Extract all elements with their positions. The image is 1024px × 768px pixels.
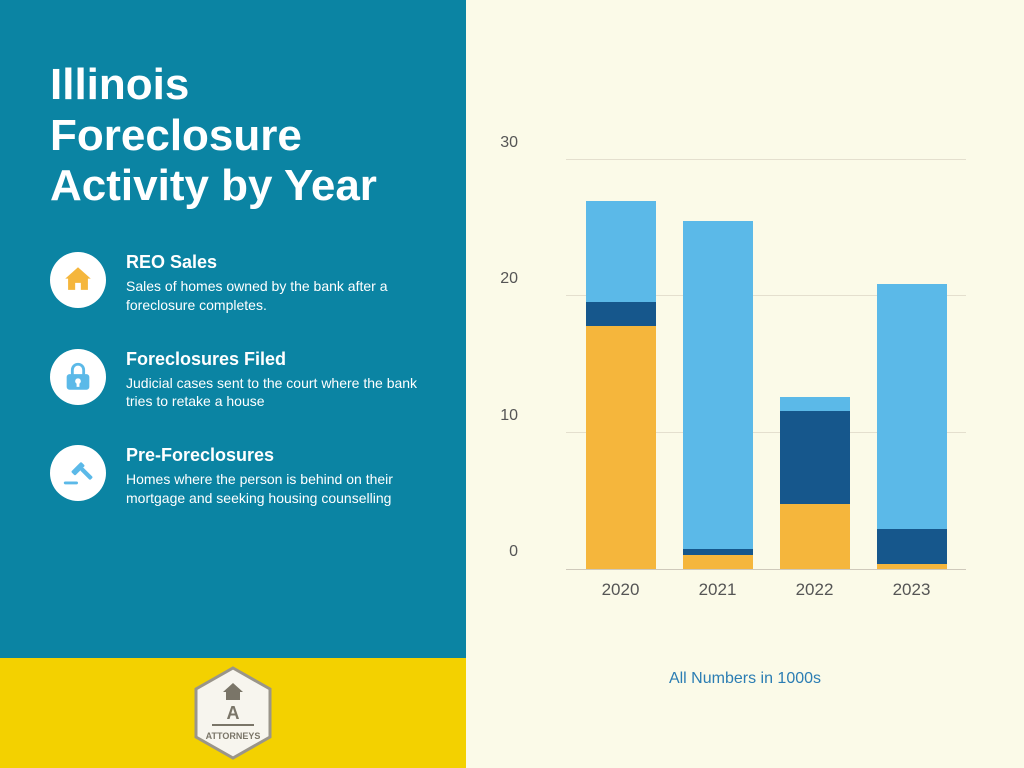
legend-item-filed: Foreclosures Filed Judicial cases sent t…: [50, 349, 426, 412]
svg-text:A: A: [227, 703, 240, 723]
chart-footnote: All Numbers in 1000s: [466, 670, 1024, 688]
house-icon: [50, 252, 106, 308]
chart-bar: [780, 397, 850, 569]
right-panel: 2020 2021 2022 2023 0 10 20 30 All Numbers in …: [466, 0, 1024, 768]
chart-plot-area: [566, 120, 966, 570]
legend-text: REO Sales Sales of homes owned by the ba…: [126, 252, 426, 315]
chart-ytick: 30: [486, 134, 518, 152]
legend-desc: Sales of homes owned by the bank after a…: [126, 277, 426, 315]
legend-item-pre: Pre-Foreclosures Homes where the person …: [50, 445, 426, 508]
chart-bar-segment: [586, 201, 656, 302]
gavel-icon: [50, 445, 106, 501]
legend-heading: Foreclosures Filed: [126, 349, 426, 370]
legend-heading: REO Sales: [126, 252, 426, 273]
legend-text: Pre-Foreclosures Homes where the person …: [126, 445, 426, 508]
chart-ytick: 20: [486, 270, 518, 288]
chart-bar: [877, 284, 947, 569]
chart-bar-segment: [780, 411, 850, 504]
chart-xlabel: 2022: [780, 580, 850, 600]
chart-ytick: 0: [486, 543, 518, 561]
chart-x-labels: 2020 2021 2022 2023: [566, 570, 966, 610]
chart-bar-segment: [683, 221, 753, 548]
chart-bar-segment: [780, 504, 850, 569]
attorneys-badge: A ATTORNEYS: [190, 665, 276, 761]
chart-xlabel: 2023: [877, 580, 947, 600]
chart-bar-segment: [683, 555, 753, 569]
chart-bar-segment: [586, 302, 656, 327]
left-teal-section: Illinois Foreclosure Activity by Year RE…: [0, 0, 466, 658]
badge-label: ATTORNEYS: [206, 731, 261, 741]
chart-xlabel: 2020: [586, 580, 656, 600]
chart-bar-segment: [877, 529, 947, 563]
chart-ytick: 10: [486, 407, 518, 425]
chart-xlabel: 2021: [683, 580, 753, 600]
chart-bar-segment: [780, 397, 850, 411]
chart-bar: [586, 201, 656, 569]
bar-chart: 2020202120222023 0102030: [526, 120, 966, 610]
page-title: Illinois Foreclosure Activity by Year: [50, 60, 426, 212]
chart-bar: [683, 221, 753, 569]
legend-desc: Homes where the person is behind on thei…: [126, 470, 426, 508]
chart-bar-segment: [586, 326, 656, 569]
left-yellow-strip: A ATTORNEYS: [0, 658, 466, 768]
chart-bar-segment: [877, 564, 947, 569]
infographic-root: Illinois Foreclosure Activity by Year RE…: [0, 0, 1024, 768]
chart-bar-segment: [683, 549, 753, 556]
lock-icon: [50, 349, 106, 405]
legend-text: Foreclosures Filed Judicial cases sent t…: [126, 349, 426, 412]
left-panel: Illinois Foreclosure Activity by Year RE…: [0, 0, 466, 768]
chart-bar-segment: [877, 284, 947, 529]
chart-bars: [566, 120, 966, 569]
legend-desc: Judicial cases sent to the court where t…: [126, 374, 426, 412]
legend-heading: Pre-Foreclosures: [126, 445, 426, 466]
legend-item-reo: REO Sales Sales of homes owned by the ba…: [50, 252, 426, 315]
